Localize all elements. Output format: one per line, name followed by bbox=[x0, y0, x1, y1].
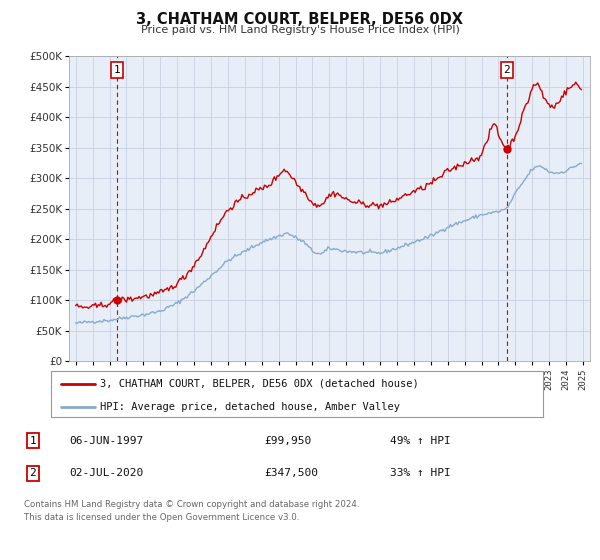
Text: £347,500: £347,500 bbox=[264, 468, 318, 478]
Text: HPI: Average price, detached house, Amber Valley: HPI: Average price, detached house, Ambe… bbox=[100, 402, 400, 412]
Text: £99,950: £99,950 bbox=[264, 436, 311, 446]
Text: 3, CHATHAM COURT, BELPER, DE56 0DX (detached house): 3, CHATHAM COURT, BELPER, DE56 0DX (deta… bbox=[100, 379, 419, 389]
Text: 06-JUN-1997: 06-JUN-1997 bbox=[69, 436, 143, 446]
Text: 33% ↑ HPI: 33% ↑ HPI bbox=[390, 468, 451, 478]
Text: 1: 1 bbox=[29, 436, 37, 446]
Text: 3, CHATHAM COURT, BELPER, DE56 0DX: 3, CHATHAM COURT, BELPER, DE56 0DX bbox=[137, 12, 464, 27]
Text: 02-JUL-2020: 02-JUL-2020 bbox=[69, 468, 143, 478]
Text: Price paid vs. HM Land Registry's House Price Index (HPI): Price paid vs. HM Land Registry's House … bbox=[140, 25, 460, 35]
Text: Contains HM Land Registry data © Crown copyright and database right 2024.: Contains HM Land Registry data © Crown c… bbox=[24, 500, 359, 509]
Text: This data is licensed under the Open Government Licence v3.0.: This data is licensed under the Open Gov… bbox=[24, 513, 299, 522]
Text: 1: 1 bbox=[113, 65, 121, 74]
Text: 2: 2 bbox=[29, 468, 37, 478]
Text: 49% ↑ HPI: 49% ↑ HPI bbox=[390, 436, 451, 446]
Text: 2: 2 bbox=[503, 65, 511, 74]
